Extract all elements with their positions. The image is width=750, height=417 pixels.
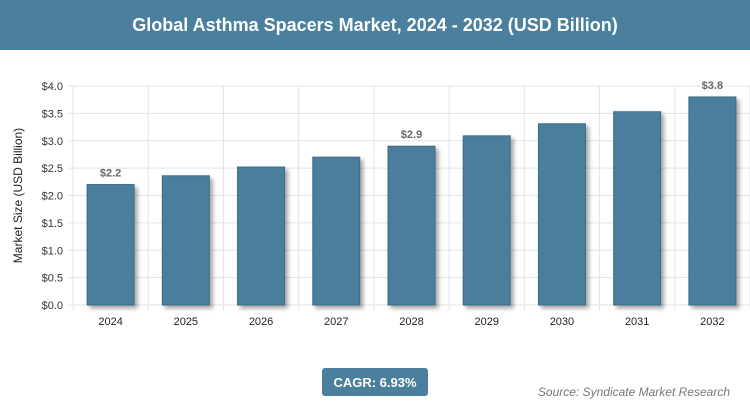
y-tick-label: $2.0 [42, 191, 63, 203]
bar-2024 [86, 184, 135, 306]
x-tick-label: 2026 [249, 316, 273, 328]
y-tick-label: $1.0 [42, 245, 63, 257]
bar-2030 [537, 123, 586, 306]
y-tick-label: $3.5 [42, 108, 63, 120]
data-label: $2.2 [100, 168, 121, 180]
y-tick-label: $2.5 [42, 163, 63, 175]
bar-2031 [613, 111, 662, 306]
cagr-badge: CAGR: 6.93% [322, 368, 428, 396]
x-tick-label: 2027 [324, 316, 348, 328]
bar-2027 [312, 156, 361, 306]
x-tick-label: 2024 [98, 316, 122, 328]
bar-2028 [387, 145, 436, 306]
y-axis-label: Market Size (USD Billion) [11, 128, 25, 263]
bar-2026 [237, 166, 286, 306]
bar-2032 [688, 96, 737, 306]
bar-2029 [462, 135, 511, 306]
bar-2025 [161, 175, 210, 306]
x-tick-label: 2031 [625, 316, 649, 328]
bar-chart: $0.0 $0.5 $1.0 $1.5 $2.0 $2.5 $3.0 $3.5 $4.0 Mark… [11, 80, 750, 328]
data-label: $3.8 [702, 80, 723, 92]
x-tick-label: 2029 [474, 316, 498, 328]
x-tick-label: 2028 [399, 316, 423, 328]
y-tick-label: $3.0 [42, 136, 63, 148]
x-tick-label: 2025 [174, 316, 198, 328]
y-tick-label: $1.5 [42, 218, 63, 230]
x-tick-label: 2032 [700, 316, 724, 328]
source-note: Source: Syndicate Market Research [537, 385, 730, 399]
y-tick-label: $0.5 [42, 273, 63, 285]
chart-title: Global Asthma Spacers Market, 2024 - 203… [0, 0, 750, 50]
x-tick-label: 2030 [550, 316, 574, 328]
y-tick-label: $4.0 [42, 81, 63, 93]
data-label: $2.9 [401, 129, 422, 141]
y-tick-label: $0.0 [42, 300, 63, 312]
